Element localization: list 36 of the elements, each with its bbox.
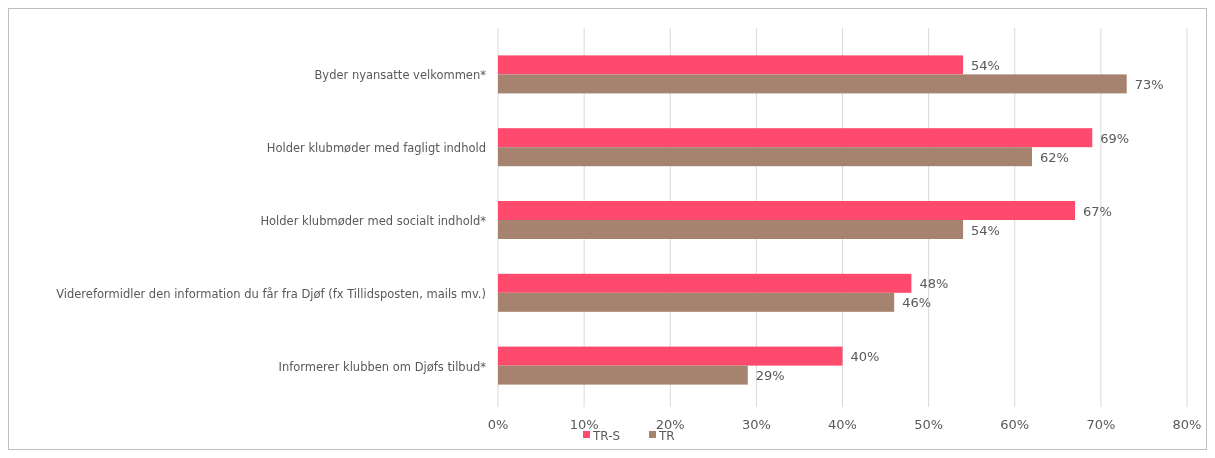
y-tick-label: Informerer klubben om Djøfs tilbud* <box>278 359 487 374</box>
data-label: 73% <box>1134 76 1164 92</box>
legend-label: TR-S <box>592 429 621 443</box>
bar <box>498 55 964 75</box>
bar <box>498 74 1127 94</box>
bar <box>498 273 912 293</box>
data-label: 48% <box>919 276 949 292</box>
x-tick-label: 70% <box>1086 417 1116 432</box>
y-tick-label: Holder klubmøder med fagligt indhold <box>266 141 486 156</box>
bar <box>498 346 843 366</box>
data-label: 40% <box>850 349 880 365</box>
bar <box>498 292 895 312</box>
x-tick-label: 20% <box>655 417 685 432</box>
x-tick-label: 50% <box>914 417 944 432</box>
data-label: 54% <box>971 57 1000 73</box>
data-label: 67% <box>1083 203 1112 219</box>
x-tick-label: 30% <box>741 417 771 432</box>
data-label: 69% <box>1100 130 1130 146</box>
data-label: 46% <box>902 295 932 311</box>
y-tick-label: Videreformidler den information du får fra Djøf (fx Tillidsposten, mails mv.) <box>56 286 486 301</box>
x-tick-label: 40% <box>828 417 857 432</box>
x-tick-label: 0% <box>487 417 509 432</box>
y-tick-label: Holder klubmøder med socialt indhold* <box>260 214 487 228</box>
bar <box>498 147 1032 167</box>
x-tick-label: 60% <box>1000 417 1030 432</box>
data-label: 29% <box>755 368 785 384</box>
bar <box>498 201 1076 220</box>
y-tick-label: Byder nyansatte velkommen* <box>314 68 487 83</box>
bar <box>498 220 964 239</box>
bar <box>498 365 748 385</box>
x-tick-label: 80% <box>1172 417 1202 432</box>
data-label: 62% <box>1039 149 1069 165</box>
data-label: 54% <box>971 222 1000 238</box>
bar <box>498 128 1093 148</box>
x-tick-label: 10% <box>569 417 599 432</box>
legend-label: TR <box>658 429 675 443</box>
